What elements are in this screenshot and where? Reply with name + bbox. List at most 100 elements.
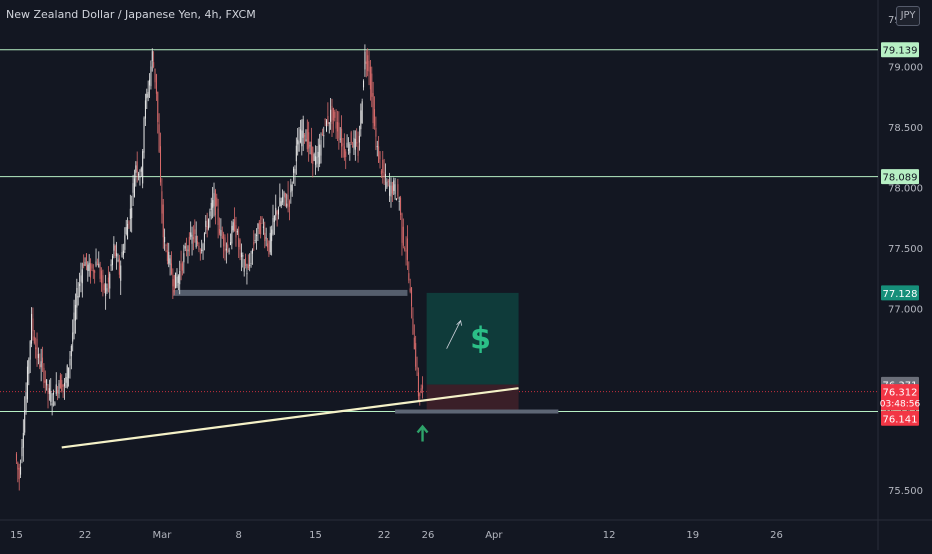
candle-body (315, 156, 317, 165)
candle-body (181, 263, 183, 271)
candle-body (165, 244, 167, 246)
candle-body (103, 284, 105, 291)
y-tick-label: 79.000 (888, 63, 923, 74)
candle-body (199, 252, 201, 254)
candle-body (304, 135, 306, 137)
candle-body (294, 168, 296, 174)
chart-title: New Zealand Dollar / Japanese Yen, 4h, F… (6, 8, 256, 21)
candle-body (363, 80, 365, 88)
candle-body (96, 264, 98, 266)
candle-body (173, 275, 175, 293)
candle-body (73, 312, 75, 334)
candle-body (105, 283, 107, 296)
candle-body (28, 359, 30, 374)
candle-body (35, 347, 37, 350)
candle-body (24, 410, 26, 433)
candle-body (195, 235, 197, 248)
candle-body (68, 367, 70, 378)
candle-body (376, 146, 378, 148)
candle-body (205, 220, 207, 227)
candle-body (57, 390, 59, 394)
candle-body (117, 259, 119, 261)
candle-body (238, 238, 240, 247)
candle-body (216, 197, 218, 206)
candle-body (135, 165, 137, 173)
candle-body (297, 139, 299, 145)
candle-body (338, 122, 340, 139)
candle-body (142, 151, 144, 184)
candle-body (164, 236, 166, 243)
candle-body (109, 273, 111, 289)
candle-body (132, 183, 134, 193)
candle-body (227, 244, 229, 248)
candle-body (420, 388, 422, 393)
candle-body (144, 100, 146, 119)
y-tick-label: 78.500 (888, 123, 923, 134)
x-tick-label: 12 (603, 530, 616, 541)
candle-body (161, 191, 163, 214)
x-tick-label: 15 (309, 530, 322, 541)
candle-body (65, 377, 67, 383)
candle-body (232, 222, 234, 231)
candle-body (305, 139, 307, 142)
x-tick-label: 26 (770, 530, 783, 541)
trendline (61, 387, 519, 449)
candle-body (258, 221, 260, 235)
candle-body (18, 467, 20, 480)
candle-body (268, 240, 270, 254)
candle-body (192, 237, 194, 240)
candle-body (246, 273, 248, 275)
candle-body (169, 258, 171, 266)
x-tick-label: 8 (236, 530, 242, 541)
candle-body (80, 275, 82, 282)
candle-body (402, 226, 404, 246)
candle-body (247, 264, 249, 269)
candle-body (412, 318, 414, 335)
candle-body (140, 167, 142, 172)
candle-body (176, 277, 178, 287)
currency-button[interactable]: JPY (896, 6, 920, 26)
candle-body (345, 151, 347, 158)
candle-body (415, 343, 417, 367)
candle-body (321, 133, 323, 135)
candle-body (353, 137, 355, 148)
candle-body (179, 271, 181, 285)
candle-body (53, 392, 55, 395)
candle-body (409, 288, 411, 292)
candle-body (313, 154, 315, 161)
candle-body (50, 391, 52, 402)
candle-body (69, 358, 71, 366)
x-tick-label: 15 (10, 530, 23, 541)
candle-body (62, 384, 64, 387)
candle-body (154, 68, 156, 83)
candle-body (265, 237, 267, 239)
candle-body (288, 200, 290, 207)
candle-body (116, 252, 118, 257)
candle-body (143, 117, 145, 153)
candle-body (406, 238, 408, 260)
bid-price-badge: 76.141 (883, 414, 918, 425)
candle-body (374, 109, 376, 127)
candle-body (287, 194, 289, 200)
candle-body (25, 392, 27, 411)
candle-body (94, 270, 96, 273)
candle-body (124, 235, 126, 250)
candle-body (411, 287, 413, 307)
candle-body (106, 288, 108, 292)
candle-body (31, 313, 33, 344)
candle-body (334, 111, 336, 118)
candle-body (212, 200, 214, 208)
candle-body (166, 250, 168, 261)
x-tick-label: 22 (79, 530, 92, 541)
candle-body (343, 146, 345, 158)
candle-body (368, 60, 370, 72)
candle-body (47, 385, 49, 395)
candle-body (389, 185, 391, 196)
candle-body (306, 129, 308, 150)
candle-body (286, 203, 288, 207)
candle-body (228, 249, 230, 252)
x-tick-label: Mar (152, 530, 172, 541)
current-price-badge-timer: 03:48:56 (880, 400, 921, 410)
